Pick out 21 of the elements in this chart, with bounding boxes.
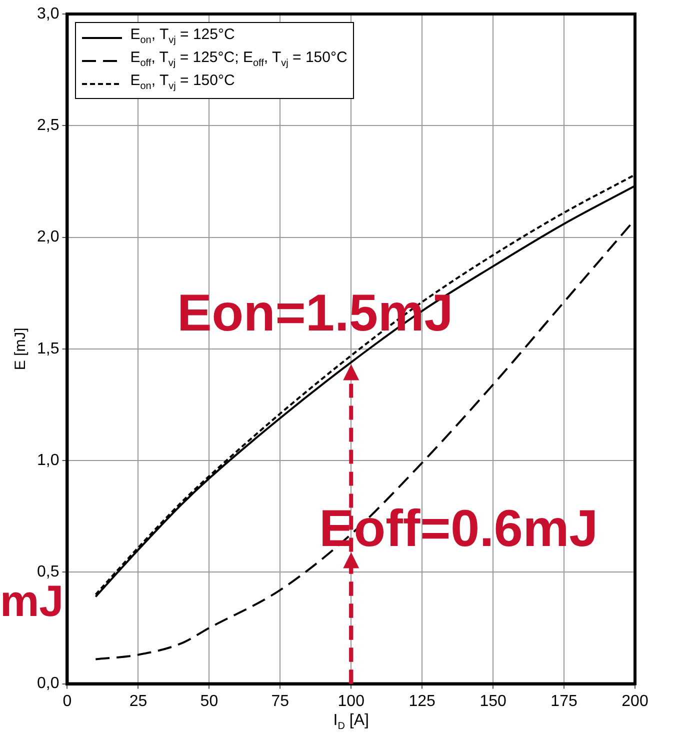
y-tick-label: 2,0 [36,228,60,246]
y-tick-label: 1,5 [36,340,60,358]
x-axis-title: I$_{D}$ [A] [333,712,369,732]
x-tick-label: 50 [200,692,218,710]
y-tick-label: 1,0 [36,452,60,469]
x-tick-label: 75 [271,692,290,710]
x-tick-label: 200 [622,692,648,710]
x-tick-label: 25 [129,692,148,710]
y-tick-label: 0,0 [36,675,60,692]
x-tick-label: 175 [550,692,578,710]
text: E$_{off}$, T$_{vj}$ = 125°C; E$_{off}$, T$_{vj}$ = 150°C [130,49,348,69]
y-tick-label: 3,0 [36,5,60,22]
legend-label: E$_{on}$, T$_{vj}$ = 125°C [130,26,235,48]
legend-label: E$_{on}$, T$_{vj}$ = 150°C [130,72,235,94]
y-axis-title: E [mJ] [12,328,30,370]
x-tick-label: 100 [338,692,365,710]
x-tick-label: 0 [62,692,72,710]
x-tick-label: 125 [408,692,436,710]
x-tick-label: 150 [480,692,507,710]
y-tick-label: 2,5 [36,117,60,134]
annotation: Eoff=0.6mJ [319,500,598,558]
